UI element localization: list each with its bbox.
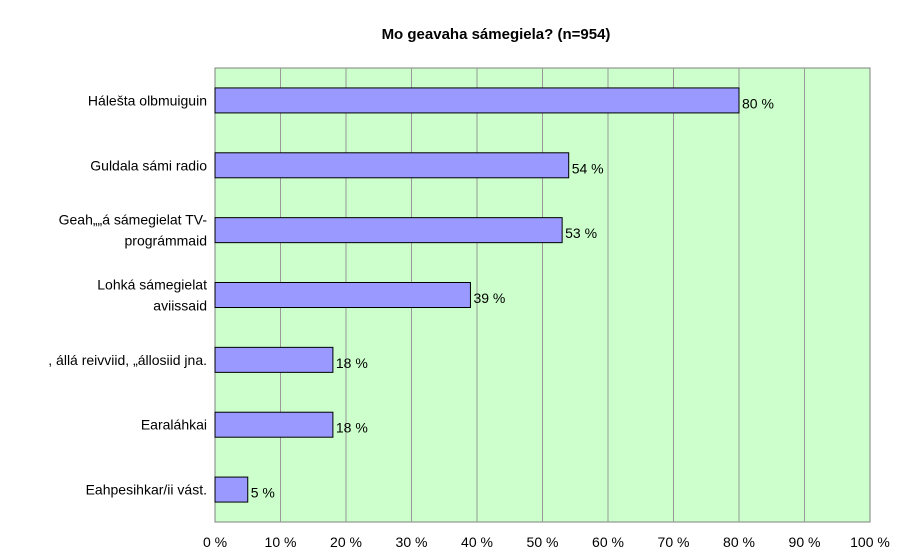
category-label-line: Eahpesihkar/ii vást.	[86, 482, 207, 498]
bar	[214, 152, 570, 179]
category-label-line: prográmmaid	[125, 233, 207, 249]
bar	[214, 217, 563, 244]
gridlines	[280, 68, 805, 522]
x-tick-label: 100 %	[850, 534, 890, 550]
data-label: 53 %	[565, 225, 597, 241]
category-label: Geah„„á sámegielat TV-prográmmaid	[59, 212, 208, 249]
x-tick-label: 70 %	[658, 534, 690, 550]
category-label: Earaláhkai	[141, 417, 207, 433]
bar	[214, 87, 740, 114]
category-labels: Hálešta olbmuiguin Guldala sámi radio Geah…	[48, 92, 207, 497]
x-tick-label: 40 %	[461, 534, 493, 550]
x-tick-label: 50 %	[527, 534, 559, 550]
x-axis-tick-labels: 0 % 10 % 20 % 30 % 40 % 50 % 60 % 70 % 80 % 90 % 1…	[203, 534, 890, 550]
data-label: 54 %	[572, 160, 604, 176]
chart-title: Mo geavaha sámegiela? (n=954)	[382, 26, 611, 43]
category-label-line: Earaláhkai	[141, 417, 207, 433]
category-label-line: aviissaid	[153, 298, 207, 314]
x-tick-label: 20 %	[330, 534, 362, 550]
bar	[214, 411, 334, 438]
category-label-line: , állá reivviid, „állosiid jna.	[48, 352, 207, 368]
category-label: Eahpesihkar/ii vást.	[86, 482, 207, 498]
category-label-line: Lohká sámegielat	[97, 277, 207, 293]
category-label-line: Geah„„á sámegielat TV-	[59, 212, 208, 228]
data-label: 39 %	[473, 290, 505, 306]
category-label-line: Hálešta olbmuiguin	[88, 92, 207, 108]
x-tick-label: 60 %	[592, 534, 624, 550]
category-label-line: Guldala sámi radio	[90, 157, 207, 173]
data-label: 5 %	[251, 485, 275, 501]
x-tick-label: 0 %	[203, 534, 227, 550]
bars	[214, 87, 740, 503]
category-label: Lohká sámegielat aviissaid	[97, 277, 207, 314]
x-tick-label: 80 %	[723, 534, 755, 550]
bar	[214, 476, 249, 503]
data-labels: 80 % 54 % 53 % 39 % 18 % 18 % 5 %	[251, 95, 774, 500]
x-tick-label: 30 %	[396, 534, 428, 550]
bar	[214, 282, 471, 308]
x-tick-label: 90 %	[789, 534, 821, 550]
data-label: 18 %	[336, 420, 368, 436]
category-label: Guldala sámi radio	[90, 157, 207, 173]
category-label: Hálešta olbmuiguin	[88, 92, 207, 108]
category-label: , állá reivviid, „állosiid jna.	[48, 352, 207, 368]
x-tick-label: 10 %	[265, 534, 297, 550]
data-label: 80 %	[742, 95, 774, 111]
bar	[214, 346, 334, 373]
data-label: 18 %	[336, 355, 368, 371]
